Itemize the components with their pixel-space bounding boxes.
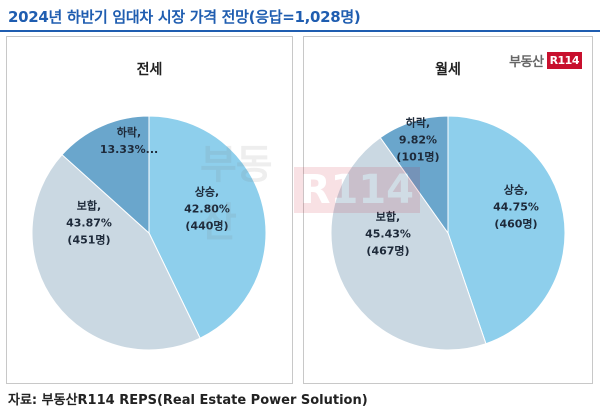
wolse-slice-flat [330,136,487,351]
wolse-label-up-name: 상승, [503,183,529,197]
jeonse-label-flat-name: 보합, [76,199,102,213]
r114-logo: 부동산 R114 [509,51,582,70]
wolse-label-flat-name: 보합, [375,210,401,224]
wolse-label-down-count: (101명) [396,150,440,164]
source-note: 자료: 부동산R114 REPS(Real Estate Power Solut… [8,393,368,408]
jeonse-label-flat-percent: 43.87% [66,216,112,230]
wolse-chart-title: 월세 [435,62,461,78]
jeonse-label-up: 상승, 42.80% (440명) [184,184,230,235]
jeonse-slice-down [61,115,150,235]
jeonse-label-down-name: 하락, [116,126,142,139]
jeonse-chart-panel: 전세 상승, 42.80% (440명) 보합, 43.87% (451명) 하… [6,36,293,384]
wolse-label-flat-count: (467명) [366,244,410,258]
jeonse-label-down: 하락, 13.33%... [100,124,158,158]
wolse-slice-up [447,115,566,345]
page-title: 2024년 하반기 임대차 시장 가격 전망(응답=1,028명) [8,8,361,26]
jeonse-chart-title: 전세 [136,62,163,78]
jeonse-label-flat-count: (451명) [67,233,111,247]
jeonse-label-up-count: (440명) [185,219,229,233]
r114-logo-mark: R114 [546,52,582,69]
wolse-label-up-count: (460명) [494,217,538,231]
wolse-label-down-percent: 9.82% [398,133,438,147]
title-divider [0,30,600,32]
r114-logo-text: 부동산 [509,55,544,70]
jeonse-label-up-name: 상승, [194,185,220,199]
wolse-label-down-name: 하락, [405,116,431,130]
jeonse-slice-flat [31,153,201,351]
wolse-label-up-percent: 44.75% [493,200,539,214]
wolse-label-down: 하락, 9.82% (101명) [396,115,439,166]
wolse-label-flat: 보합, 45.43% (467명) [365,209,411,260]
jeonse-label-up-percent: 42.80% [184,202,230,216]
wolse-label-flat-percent: 45.43% [365,227,411,241]
jeonse-label-flat: 보합, 43.87% (451명) [66,198,112,249]
jeonse-slice-up [148,115,267,339]
wolse-pie-chart [330,115,566,351]
wolse-slice-down [379,115,449,235]
wolse-label-up: 상승, 44.75% (460명) [493,182,539,233]
jeonse-label-down-percent: 13.33%... [99,143,159,156]
wolse-chart-panel: 부동산 R114 월세 상승, 44.75% (460명) 보합, 45.43%… [303,36,593,384]
jeonse-pie-chart [31,115,267,351]
